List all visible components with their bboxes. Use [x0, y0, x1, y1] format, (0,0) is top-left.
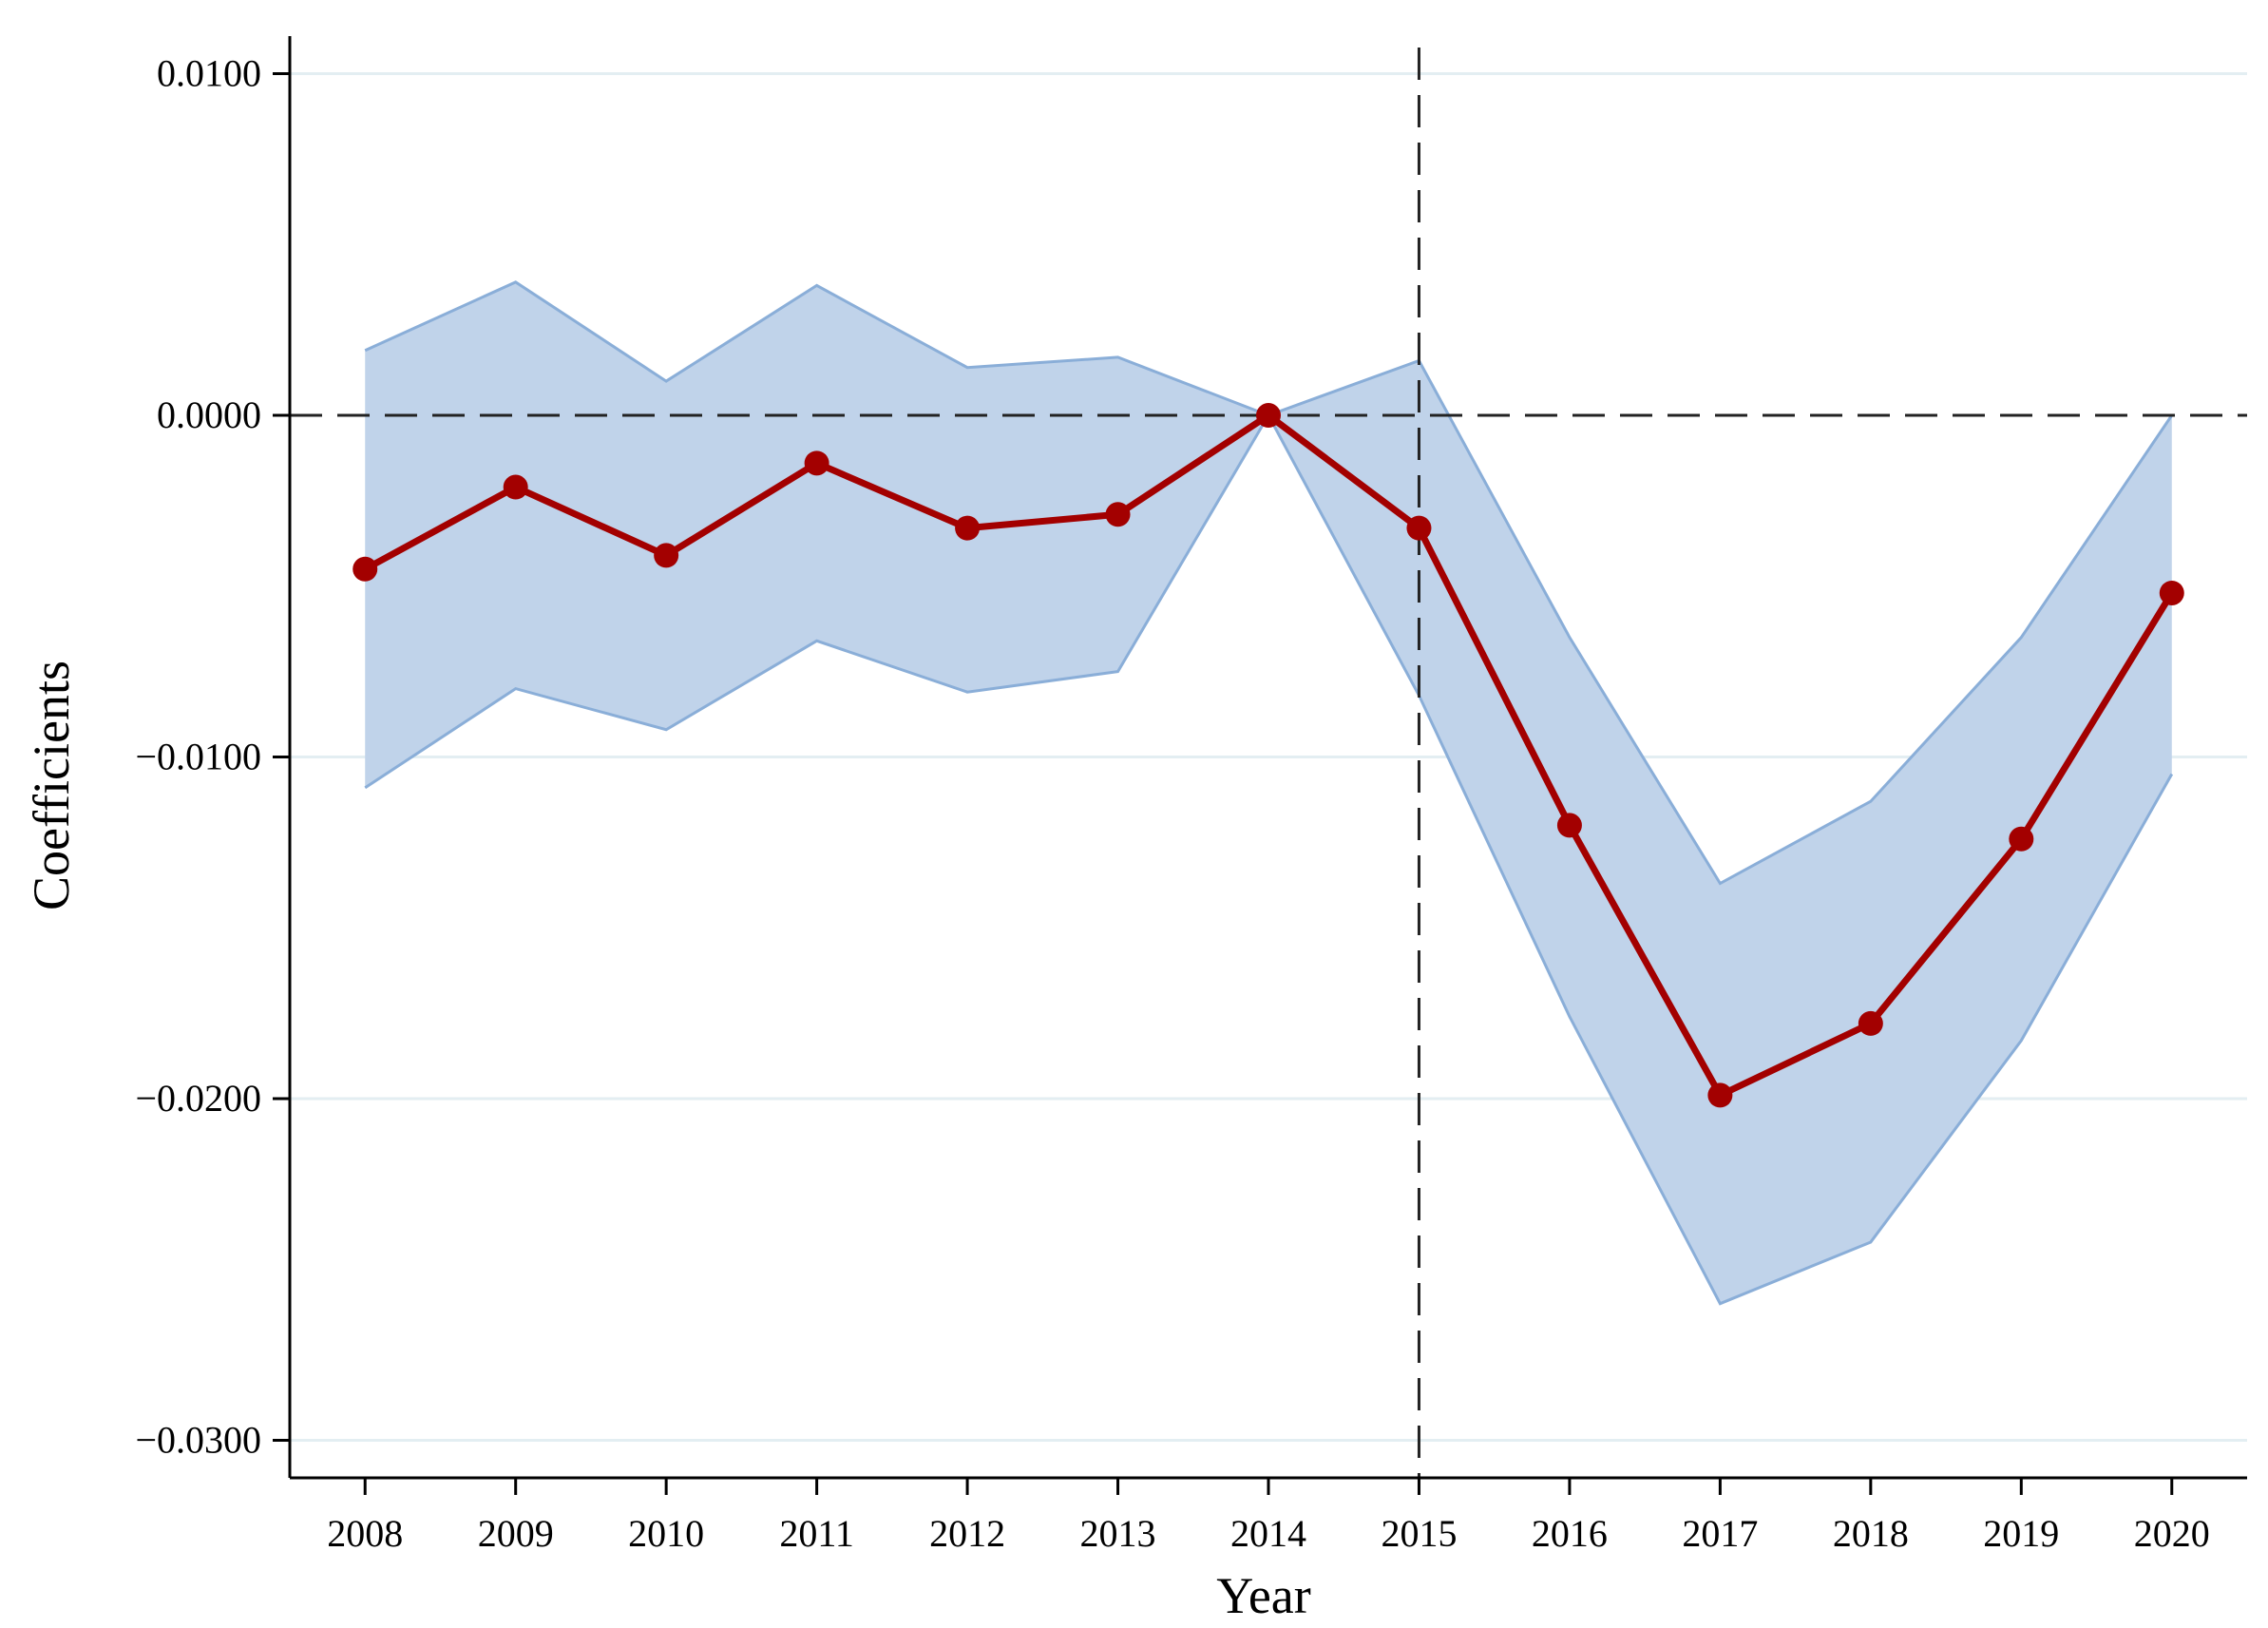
coefficient-point-2019 [2009, 826, 2034, 852]
axes: 0.0100 0.0000 −0.0100 −0.0200 −0.0300 2008 200… [135, 36, 2247, 1555]
y-tick-label: 0.0000 [157, 393, 261, 436]
series-layer [353, 403, 2184, 1108]
x-tick-label: 2012 [929, 1512, 1005, 1555]
coefficient-point-2014 [1256, 403, 1281, 429]
x-tick-label: 2011 [779, 1512, 854, 1555]
coefficient-point-2008 [353, 556, 378, 582]
axis-labels: Year Coefficients [23, 661, 1311, 1624]
x-axis-title: Year [1216, 1567, 1311, 1624]
coefficient-point-2016 [1556, 813, 1582, 838]
coefficient-point-2018 [1858, 1010, 1883, 1036]
coefficient-point-2009 [503, 474, 528, 500]
coefficient-point-2017 [1707, 1082, 1733, 1108]
x-tick-label: 2009 [478, 1512, 554, 1555]
x-tick-label: 2020 [2134, 1512, 2210, 1555]
x-tick-label: 2014 [1230, 1512, 1306, 1555]
x-tick-label: 2018 [1833, 1512, 1909, 1555]
y-tick-label: −0.0100 [135, 736, 261, 778]
x-tick-label: 2017 [1682, 1512, 1758, 1555]
coefficient-point-2013 [1105, 502, 1131, 527]
y-tick-label: 0.0100 [157, 52, 261, 95]
y-tick-label: −0.0300 [135, 1418, 261, 1461]
confidence-band [365, 281, 2172, 1304]
coefficient-point-2012 [955, 515, 981, 541]
x-tick-label: 2015 [1381, 1512, 1457, 1555]
coefficient-point-2011 [804, 450, 829, 476]
coefficient-point-2020 [2159, 580, 2184, 605]
y-axis-title: Coefficients [23, 661, 80, 910]
x-tick-label: 2013 [1080, 1512, 1156, 1555]
x-tick-label: 2010 [628, 1512, 704, 1555]
x-tick-label: 2008 [327, 1512, 403, 1555]
coefficient-point-2015 [1406, 515, 1432, 541]
y-tick-label: −0.0200 [135, 1077, 261, 1120]
x-tick-label: 2016 [1532, 1512, 1608, 1555]
x-tick-label: 2019 [1983, 1512, 2059, 1555]
coefficient-point-2010 [654, 543, 679, 568]
